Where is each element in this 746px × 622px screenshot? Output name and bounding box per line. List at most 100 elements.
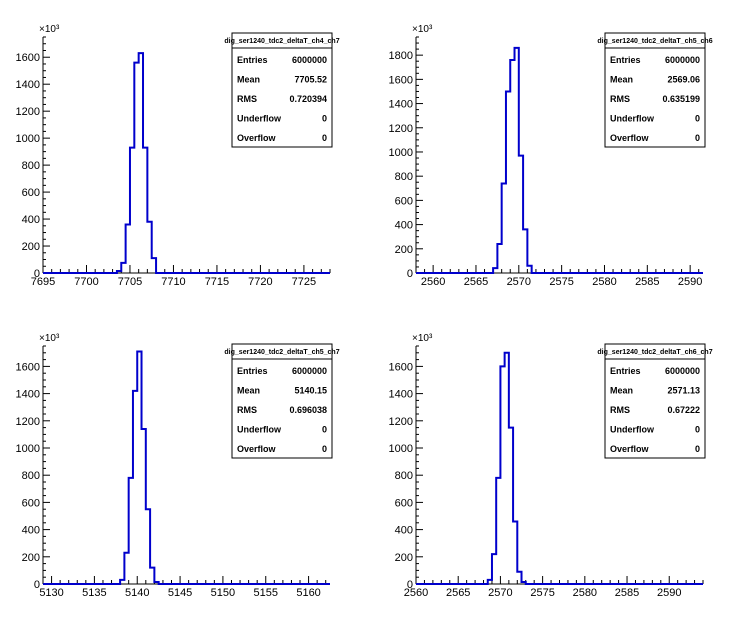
stats-box xyxy=(604,32,706,148)
stats-label: Overflow xyxy=(237,444,277,454)
stats-value: 6000000 xyxy=(292,55,327,65)
stats-value: 0 xyxy=(695,133,700,143)
stats-label: RMS xyxy=(237,405,257,415)
stats-box xyxy=(231,32,333,148)
stats-label: RMS xyxy=(610,405,630,415)
x-tick-label: 5130 xyxy=(39,587,63,599)
stats-label: Overflow xyxy=(237,133,277,143)
y-tick-label: 600 xyxy=(395,195,413,207)
y-tick-label: 1200 xyxy=(389,416,413,428)
y-tick-label: 1400 xyxy=(16,79,40,91)
x-tick-label: 2570 xyxy=(507,276,531,288)
histogram-series xyxy=(416,46,703,274)
stats-box xyxy=(231,343,333,459)
histogram-series xyxy=(416,351,703,585)
stats-label: Mean xyxy=(237,75,260,85)
y-tick-label: 1600 xyxy=(16,52,40,64)
y-tick-label: 600 xyxy=(395,497,413,509)
stats-value: 0 xyxy=(322,114,327,124)
x-tick-label: 2585 xyxy=(635,276,659,288)
stats-value: 5140.15 xyxy=(294,386,327,396)
y-tick-label: 800 xyxy=(22,470,40,482)
stats-value: 0 xyxy=(695,114,700,124)
stats-value: 0 xyxy=(695,425,700,435)
stats-value: 6000000 xyxy=(665,366,700,376)
stats-label: Entries xyxy=(237,55,268,65)
stats-value: 2571.13 xyxy=(667,386,700,396)
x-tick-label: 5145 xyxy=(168,587,192,599)
stats-value: 2569.06 xyxy=(667,75,700,85)
histogram-panel-4: 0 200 400 600 800 1000 1200 1400 1600 ×10³ 2560 256… xyxy=(389,333,713,599)
stats-title: dig_ser1240_tdc2_deltaT_ch5_ch6 xyxy=(597,38,712,45)
y-multiplier-label: ×10³ xyxy=(39,24,60,35)
stats-label: Mean xyxy=(610,75,633,85)
y-tick-label: 1000 xyxy=(389,147,413,159)
y-tick-label: 800 xyxy=(395,171,413,183)
y-tick-label: 0 xyxy=(407,268,413,280)
stats-label: Overflow xyxy=(610,444,650,454)
x-tick-label: 2580 xyxy=(573,587,597,599)
stats-title: dig_ser1240_tdc2_deltaT_ch5_ch7 xyxy=(224,349,339,356)
y-tick-label: 200 xyxy=(395,552,413,564)
x-tick-label: 7715 xyxy=(205,276,229,288)
x-tick-label: 2570 xyxy=(488,587,512,599)
stats-label: Entries xyxy=(610,55,641,65)
y-tick-label: 1200 xyxy=(16,106,40,118)
y-tick-label: 1400 xyxy=(389,389,413,401)
stats-value: 0 xyxy=(322,425,327,435)
stats-label: Mean xyxy=(237,386,260,396)
x-tick-label: 2585 xyxy=(615,587,639,599)
y-tick-label: 0 xyxy=(407,579,413,591)
y-tick-label: 800 xyxy=(395,470,413,482)
x-tick-label: 5155 xyxy=(254,587,278,599)
histogram-series xyxy=(43,350,330,585)
x-tick-label: 2560 xyxy=(421,276,445,288)
y-tick-label: 1600 xyxy=(16,361,40,373)
stats-value: 0 xyxy=(695,444,700,454)
y-tick-label: 1400 xyxy=(389,99,413,111)
y-tick-label: 600 xyxy=(22,497,40,509)
stats-value: 0.67222 xyxy=(667,405,700,415)
x-tick-label: 5135 xyxy=(82,587,106,599)
stats-label: RMS xyxy=(610,94,630,104)
y-tick-label: 400 xyxy=(22,525,40,537)
y-tick-label: 400 xyxy=(395,525,413,537)
stats-label: RMS xyxy=(237,94,257,104)
x-tick-label: 5140 xyxy=(125,587,149,599)
x-tick-label: 2565 xyxy=(464,276,488,288)
x-tick-label: 2575 xyxy=(549,276,573,288)
x-tick-label: 2565 xyxy=(446,587,470,599)
y-tick-label: 1400 xyxy=(16,389,40,401)
histogram-panel-2: 0 200 400 600 800 1000 1200 1400 1600 1800 ×10³ 256… xyxy=(389,24,713,288)
y-tick-label: 200 xyxy=(22,552,40,564)
stats-label: Overflow xyxy=(610,133,650,143)
x-tick-label: 2560 xyxy=(404,587,428,599)
y-tick-label: 1800 xyxy=(389,50,413,62)
y-tick-label: 200 xyxy=(22,241,40,253)
histogram-series xyxy=(43,52,330,274)
x-tick-label: 2590 xyxy=(678,276,702,288)
x-tick-label: 7725 xyxy=(292,276,316,288)
stats-value: 6000000 xyxy=(292,366,327,376)
y-tick-label: 400 xyxy=(22,214,40,226)
stats-label: Entries xyxy=(237,366,268,376)
y-tick-label: 1200 xyxy=(16,416,40,428)
stats-label: Underflow xyxy=(237,425,282,435)
x-tick-label: 7720 xyxy=(248,276,272,288)
y-tick-label: 1600 xyxy=(389,361,413,373)
y-tick-label: 200 xyxy=(395,244,413,256)
x-tick-label: 5160 xyxy=(296,587,320,599)
x-tick-label: 7700 xyxy=(74,276,98,288)
y-tick-label: 800 xyxy=(22,160,40,172)
stats-title: dig_ser1240_tdc2_deltaT_ch6_ch7 xyxy=(597,349,712,356)
y-tick-label: 1000 xyxy=(389,443,413,455)
y-tick-label: 0 xyxy=(34,268,40,280)
stats-label: Underflow xyxy=(237,114,282,124)
stats-label: Underflow xyxy=(610,425,655,435)
stats-value: 0 xyxy=(322,444,327,454)
x-tick-label: 7710 xyxy=(161,276,185,288)
histogram-panel-3: 0 200 400 600 800 1000 1200 1400 1600 ×10³ 5130 513… xyxy=(16,333,340,599)
stats-label: Mean xyxy=(610,386,633,396)
y-tick-label: 1200 xyxy=(389,123,413,135)
